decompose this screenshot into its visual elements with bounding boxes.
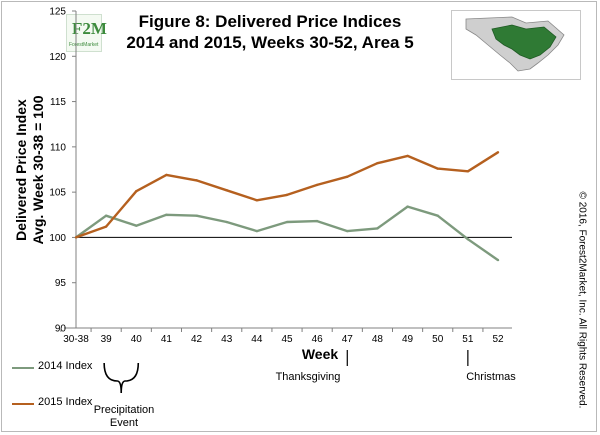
data-point	[74, 236, 78, 239]
data-point	[165, 173, 168, 177]
logo-wordmark: ForestMarket	[69, 42, 99, 48]
y-tick-label: 115	[50, 97, 66, 108]
thanksgiving-annotation: Thanksgiving	[275, 371, 341, 383]
data-point	[496, 151, 500, 154]
series-line-2014-index	[75, 205, 499, 262]
x-tick-label: 45	[281, 334, 293, 345]
logo-mark: F2M	[72, 19, 107, 38]
y-tick-label: 95	[55, 278, 67, 289]
data-point	[406, 205, 409, 208]
data-point	[496, 258, 500, 262]
x-tick-label: 49	[402, 334, 414, 345]
y-tick-label: 120	[49, 52, 66, 63]
x-tick-label: 30-38	[63, 334, 89, 345]
data-point	[285, 193, 289, 197]
legend-label-2015: 2015 Index	[38, 396, 93, 408]
y-tick-label: 125	[49, 7, 66, 18]
data-point	[225, 189, 228, 192]
forest2market-logo: F2M ForestMarket	[66, 14, 107, 52]
x-tick-label: 48	[372, 334, 384, 345]
data-point	[346, 175, 349, 178]
data-point	[436, 167, 439, 170]
y-tick-label: 100	[49, 233, 66, 244]
data-point	[104, 214, 108, 217]
x-tick-label: 43	[221, 334, 233, 345]
x-axis-label: Week	[301, 346, 339, 362]
data-point	[135, 190, 138, 193]
x-tick-label: 52	[492, 334, 504, 345]
y-tick-label: 105	[49, 188, 66, 199]
legend: 2014 Index 2015 Index	[8, 360, 128, 430]
precipitation-event-annotation: Precipitation Event	[93, 404, 155, 429]
data-point	[376, 161, 379, 165]
x-tick-label: 51	[462, 334, 474, 345]
legend-swatch-2015	[12, 403, 34, 405]
data-point	[466, 170, 470, 173]
legend-label-2014: 2014 Index	[38, 360, 93, 372]
south-carolina-region-map-icon	[451, 10, 581, 80]
data-point	[406, 154, 409, 158]
x-tick-label: 39	[101, 334, 113, 345]
data-point	[104, 225, 108, 228]
data-point	[376, 227, 379, 230]
chart-title-text: Figure 8: Delivered Price Indices 2014 a…	[126, 12, 414, 52]
chart-title: Figure 8: Delivered Price Indices 2014 a…	[120, 11, 420, 53]
legend-swatch-2014	[12, 367, 34, 369]
x-tick-label: 41	[161, 334, 173, 345]
christmas-annotation: Christmas	[466, 371, 516, 383]
data-point	[315, 219, 319, 223]
data-point	[285, 220, 289, 224]
x-tick-label: 44	[251, 334, 263, 345]
precipitation-bracket	[103, 362, 140, 394]
data-point	[165, 213, 168, 216]
data-point	[255, 229, 259, 233]
y-tick-label: 110	[50, 142, 66, 153]
copyright-notice: © 2016, Forest2Market, Inc. All Rights R…	[576, 191, 588, 409]
x-tick-label: 50	[432, 334, 444, 345]
data-point	[315, 183, 319, 187]
x-tick-label: 42	[191, 334, 203, 345]
data-point	[195, 214, 198, 217]
data-point	[225, 220, 228, 224]
data-point	[195, 179, 198, 182]
data-point	[346, 229, 349, 233]
data-point	[466, 238, 470, 241]
data-point	[436, 214, 439, 217]
data-point	[255, 199, 259, 202]
x-tick-label: 40	[131, 334, 143, 345]
data-point	[135, 224, 138, 227]
x-tick-label: 46	[312, 334, 324, 345]
x-tick-label: 47	[342, 334, 354, 345]
